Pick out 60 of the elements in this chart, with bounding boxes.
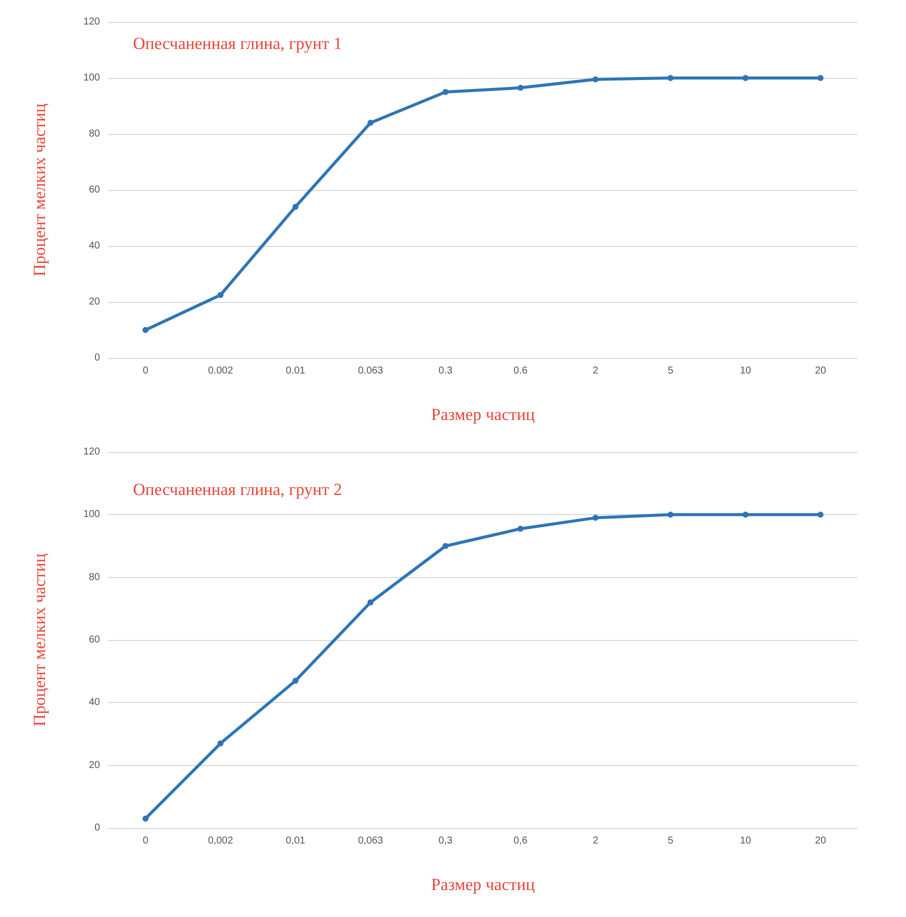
- y-tick-label: 40: [88, 697, 100, 708]
- y-tick-label: 80: [88, 128, 100, 140]
- x-tick-label: 0: [142, 836, 149, 846]
- y-tick-label: 0: [94, 352, 100, 364]
- x-tick-label: 20: [814, 366, 826, 376]
- y-axis-title: Процент мелких частиц: [30, 104, 49, 276]
- y-tick-label: 20: [88, 296, 100, 308]
- point: [742, 512, 748, 518]
- x-tick-label: 5: [668, 366, 674, 376]
- y-tick-label: 100: [83, 509, 100, 520]
- point: [742, 75, 748, 81]
- y-tick-label: 100: [83, 72, 100, 84]
- point: [592, 514, 598, 521]
- point: [518, 84, 524, 91]
- x-tick-label: 0.063: [358, 366, 384, 376]
- point: [292, 678, 298, 684]
- y-tick-label: 60: [88, 184, 100, 196]
- x-axis-title: Размер частиц: [431, 405, 535, 424]
- point: [818, 75, 824, 81]
- point: [292, 204, 298, 210]
- text: Опесчаненная глина, грунт 1: [133, 34, 342, 53]
- x-tick-label: 20: [814, 836, 826, 846]
- x-axis-title: Размер частиц: [431, 875, 535, 894]
- x-tick-label: 0,3: [438, 836, 453, 846]
- y-tick-label: 120: [83, 446, 100, 458]
- point: [518, 526, 524, 532]
- point: [668, 512, 674, 518]
- x-tick-label: 0.3: [438, 366, 453, 376]
- x-tick-label: 10: [740, 836, 752, 846]
- y-tick-label: 60: [88, 634, 100, 646]
- y-tick-label: 120: [83, 16, 100, 28]
- x-tick-label: 0,002: [208, 836, 234, 846]
- point: [368, 120, 374, 126]
- y-axis-title: Процент мелких частиц: [30, 554, 49, 726]
- x-tick-label: 0.6: [514, 366, 528, 376]
- x-tick-label: 0,063: [358, 836, 384, 846]
- point: [142, 816, 148, 822]
- y-tick-label: 0: [94, 822, 100, 834]
- point: [142, 327, 148, 333]
- x-tick-label: 2: [592, 836, 599, 846]
- point: [592, 76, 598, 82]
- x-tick-label: 5: [668, 836, 674, 846]
- y-tick-label: 40: [88, 240, 100, 252]
- y-tick-label: 80: [88, 572, 100, 583]
- x-tick-label: 0,6: [514, 836, 528, 846]
- point: [668, 75, 674, 81]
- x-tick-label: 10: [740, 366, 752, 376]
- x-tick-label: 0,01: [286, 836, 306, 846]
- y-tick-label: 20: [88, 760, 100, 771]
- x-tick-label: 2: [592, 366, 599, 376]
- x-tick-label: 0.01: [286, 366, 306, 376]
- point: [218, 740, 224, 746]
- point: [368, 599, 374, 606]
- text: Опесчаненная глина, грунт 2: [133, 480, 342, 499]
- point: [442, 89, 448, 95]
- point: [442, 543, 448, 549]
- x-tick-label: 0: [142, 366, 149, 376]
- x-tick-label: 0.002: [208, 366, 234, 376]
- point: [218, 292, 224, 298]
- point: [818, 512, 824, 518]
